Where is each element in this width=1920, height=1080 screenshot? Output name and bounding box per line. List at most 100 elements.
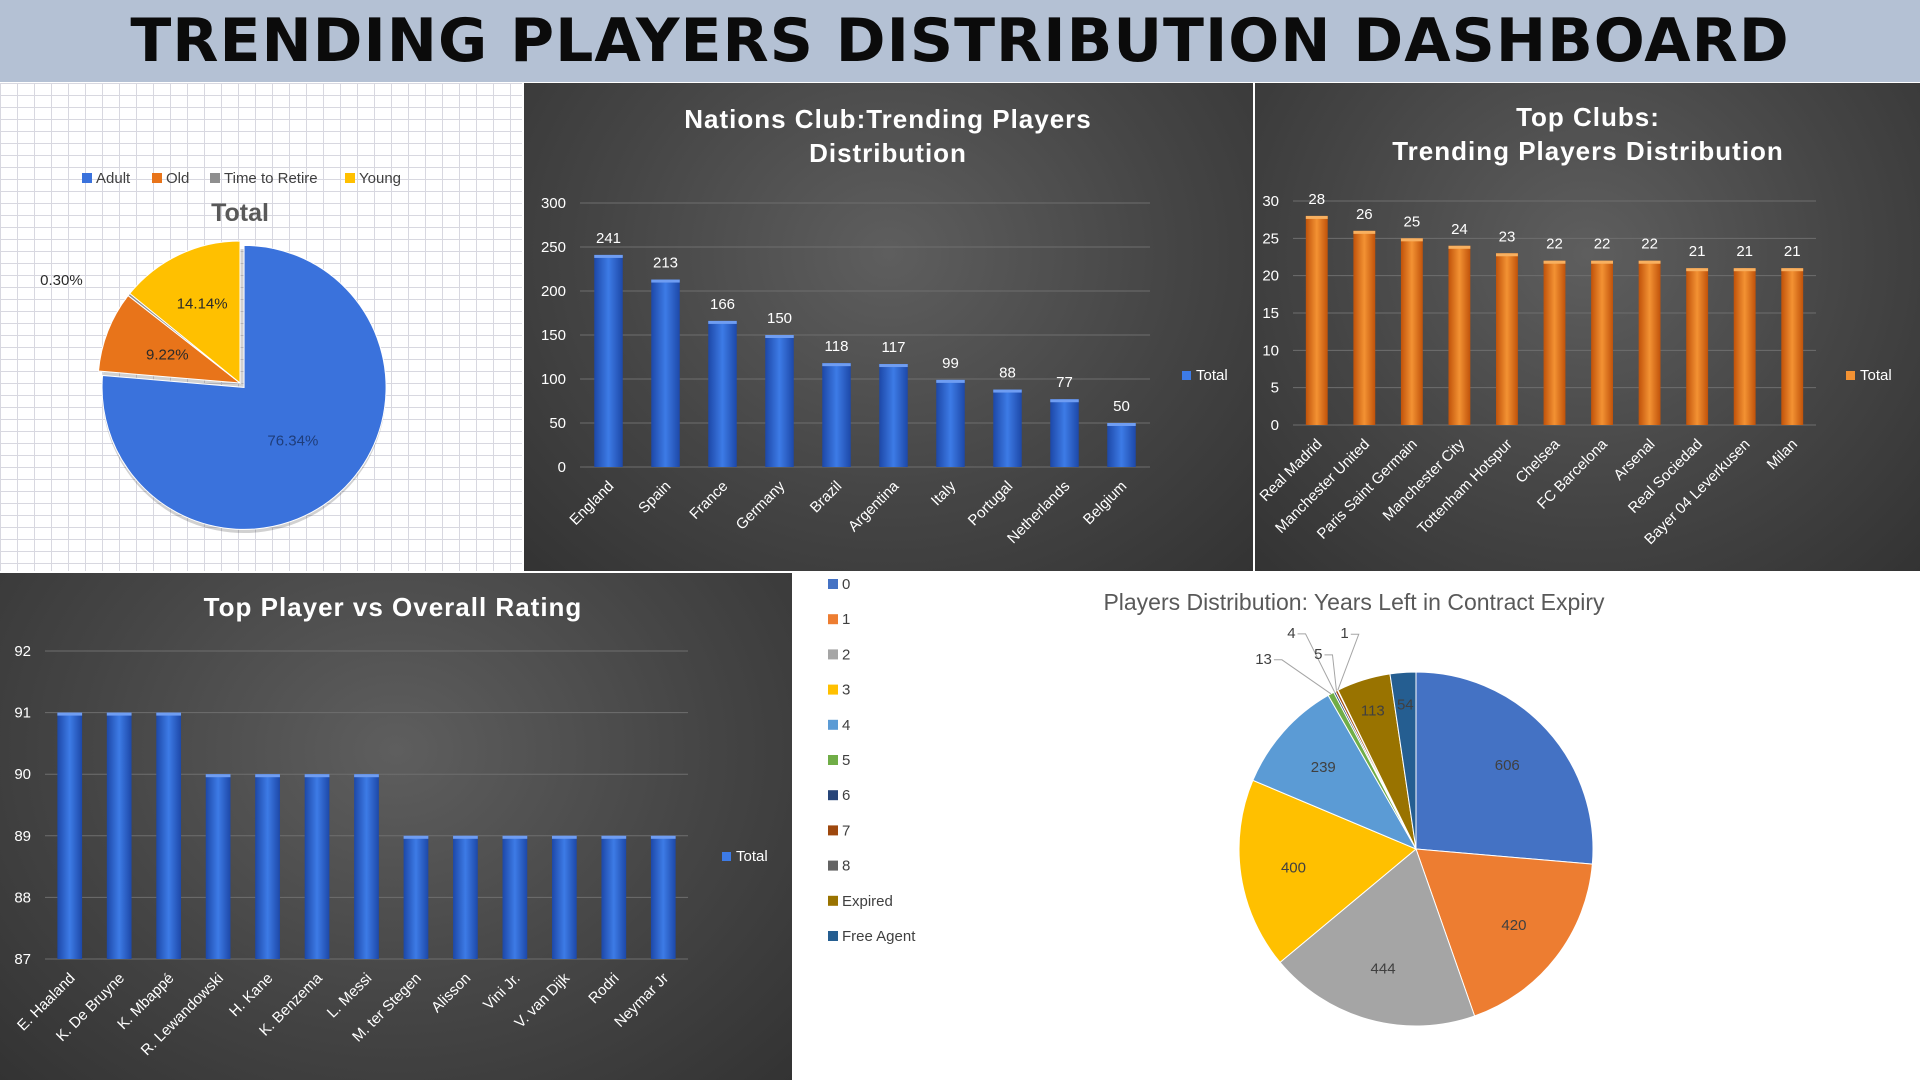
bar-cap — [354, 774, 379, 778]
y-tick-label: 25 — [1262, 230, 1279, 247]
bar-cap — [708, 320, 737, 324]
legend-label-8: 8 — [842, 858, 850, 875]
legend-label-6: 6 — [842, 787, 850, 804]
legend-swatch-old — [152, 173, 162, 183]
bar-manchester-city — [1448, 245, 1471, 425]
y-tick-label: 5 — [1271, 380, 1279, 397]
bar-france — [708, 320, 737, 467]
data-label-0: 606 — [1495, 757, 1520, 774]
x-tick-label-neymar-jr: Neymar Jr — [611, 970, 672, 1031]
bar-v-van-dijk — [551, 835, 577, 959]
y-tick-label: 90 — [14, 766, 31, 783]
legend-label: Total — [1196, 367, 1228, 384]
legend-swatch-2 — [828, 649, 838, 660]
data-label: 213 — [653, 255, 678, 272]
contract-pie-panel: Players Distribution: Years Left in Cont… — [794, 573, 1920, 1080]
data-label-adult: 76.34% — [267, 433, 318, 450]
bar-cap — [936, 379, 965, 383]
data-label: 166 — [710, 296, 735, 313]
legend-swatch-young — [345, 173, 355, 183]
x-tick-label-portugal: Portugal — [965, 478, 1017, 530]
legend-swatch-7 — [828, 825, 838, 836]
chart-title: Total — [211, 199, 269, 227]
bar-real-sociedad — [1686, 268, 1709, 425]
bar-alisson — [453, 835, 478, 959]
leader-line — [1324, 654, 1337, 691]
y-tick-label: 200 — [541, 283, 566, 300]
clubs-bar-chart: Top Clubs: Trending Players Distribution 0… — [1256, 102, 1892, 548]
data-label-7: 5 — [1314, 646, 1322, 663]
y-tick-label: 150 — [541, 327, 566, 344]
leader-line — [1297, 633, 1335, 693]
legend-swatch-5 — [828, 755, 838, 765]
bar-cap — [551, 835, 577, 839]
legend-swatch-4 — [828, 719, 838, 730]
bar-netherlands — [1050, 399, 1079, 467]
bar-cap — [453, 835, 478, 839]
data-label: 88 — [999, 365, 1016, 382]
data-label: 241 — [596, 230, 621, 247]
data-label: 24 — [1451, 221, 1468, 238]
x-tick-label-h-kane: H. Kane — [226, 970, 276, 1020]
bar-cap — [993, 389, 1022, 393]
bar-cap — [765, 335, 794, 338]
legend-label-adult: Adult — [96, 170, 131, 187]
data-label-old: 9.22% — [146, 346, 189, 363]
bar-cap — [57, 712, 83, 716]
data-label-3: 400 — [1281, 859, 1306, 876]
bar-e-haaland — [57, 712, 83, 959]
pie-slice-young — [129, 240, 241, 385]
legend-label-5: 5 — [842, 752, 850, 769]
legend-label: Total — [1860, 367, 1892, 384]
y-tick-label: 30 — [1262, 193, 1279, 210]
leader-line — [1273, 659, 1332, 695]
bar-h-kane — [255, 774, 280, 959]
x-tick-label-brazil: Brazil — [807, 478, 846, 517]
data-label: 21 — [1784, 243, 1801, 260]
chart-title: Top Clubs: — [1516, 102, 1660, 132]
bar-cap — [1591, 260, 1613, 264]
chart-title: Players Distribution: Years Left in Cont… — [1103, 589, 1605, 615]
ratings-bar-panel: Top Player vs Overall Rating 87 88 89 90 91 92… — [0, 573, 792, 1080]
leader-line — [1337, 633, 1360, 691]
clubs-bar-panel: Top Clubs: Trending Players Distribution 0… — [1255, 83, 1920, 571]
bar-cap — [651, 279, 680, 283]
bar-cap — [106, 712, 132, 716]
bar-milan — [1781, 268, 1804, 425]
bar-spain — [651, 279, 680, 467]
pie-slice-2 — [1279, 848, 1476, 1027]
legend-swatch-3 — [828, 684, 838, 695]
dashboard-title: TRENDING PLAYERS DISTRIBUTION DASHBOARD — [130, 6, 1790, 76]
data-label: 117 — [882, 339, 906, 356]
data-label-2: 444 — [1371, 960, 1396, 977]
bar-bayer-04-leverkusen — [1733, 268, 1756, 425]
contract-pie-chart: Players Distribution: Years Left in Cont… — [828, 576, 1605, 1027]
bar-cap — [1305, 215, 1328, 219]
x-tick-label-spain: Spain — [635, 478, 674, 517]
data-label: 150 — [767, 310, 792, 327]
y-tick-label: 92 — [14, 643, 31, 660]
x-tick-label-v-van-dijk: V. van Dijk — [511, 969, 573, 1031]
legend-swatch-8 — [828, 860, 838, 871]
data-label: 26 — [1356, 206, 1373, 223]
chart-title: Nations Club:Trending Players — [684, 104, 1092, 134]
legend-label-time-to-retire: Time to Retire — [224, 170, 318, 187]
bar-cap — [1448, 245, 1471, 249]
data-label: 50 — [1113, 398, 1130, 415]
data-label-5: 13 — [1255, 651, 1272, 668]
y-tick-label: 20 — [1262, 268, 1279, 285]
legend-swatch-0 — [828, 579, 838, 589]
legend-swatch — [1846, 371, 1855, 380]
bar-cap — [650, 835, 676, 839]
x-tick-label-argentina: Argentina — [845, 477, 903, 535]
y-tick-label: 0 — [1271, 417, 1279, 434]
bar-cap — [1638, 260, 1661, 264]
y-tick-label: 87 — [14, 951, 31, 968]
x-tick-label-belgium: Belgium — [1080, 478, 1130, 528]
y-tick-label: 100 — [541, 371, 566, 388]
data-label-1: 420 — [1501, 917, 1526, 934]
pie-slice-old — [97, 294, 242, 384]
bar-cap — [156, 712, 182, 716]
bar-neymar-jr — [650, 835, 676, 959]
pie-slice-adult — [101, 244, 387, 530]
